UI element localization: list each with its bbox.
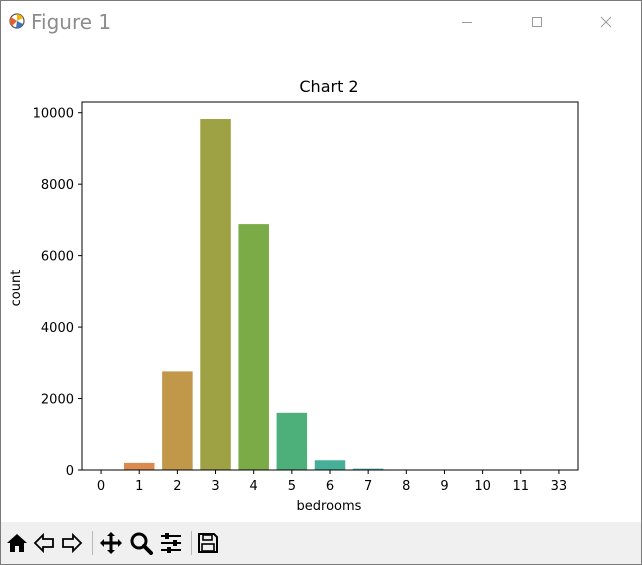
y-tick-label: 10000	[33, 107, 74, 122]
forward-icon	[62, 532, 83, 554]
home-button[interactable]	[4, 530, 30, 556]
y-tick-label: 6000	[41, 250, 74, 265]
toolbar-separator	[92, 531, 93, 555]
maximize-button[interactable]	[514, 5, 560, 39]
home-icon	[7, 534, 27, 552]
zoom-icon	[130, 532, 153, 555]
y-axis-label: count	[9, 270, 24, 307]
x-tick-label: 33	[551, 479, 568, 494]
bar-6	[314, 460, 346, 470]
x-tick-label: 2	[173, 479, 181, 494]
configure-subplots-button[interactable]	[158, 530, 184, 556]
close-button[interactable]	[583, 5, 629, 39]
navigation-toolbar	[1, 522, 641, 564]
bars	[85, 119, 575, 471]
back-button[interactable]	[31, 530, 57, 556]
bar-2	[162, 371, 193, 470]
y-tick-label: 4000	[41, 321, 74, 336]
x-tick-label: 8	[402, 479, 410, 494]
chart-title: Chart 2	[299, 77, 358, 96]
pan-button[interactable]	[98, 530, 124, 556]
maximize-icon	[532, 17, 542, 27]
toolbar-separator	[191, 531, 192, 555]
x-tick-label: 3	[211, 479, 219, 494]
window-title: Figure 1	[31, 10, 112, 34]
forward-button[interactable]	[59, 530, 85, 556]
bar-7	[352, 468, 384, 470]
bar-3	[200, 119, 231, 471]
y-tick-label: 2000	[41, 393, 74, 408]
x-tick-label: 11	[512, 479, 529, 494]
y-tick-label: 8000	[41, 178, 74, 193]
x-tick-label: 4	[250, 479, 258, 494]
y-tick-label: 0	[66, 464, 74, 479]
x-tick-label: 1	[135, 479, 143, 494]
minimize-button[interactable]	[444, 5, 490, 39]
x-axis-ticks: 0 1 2 3 4 5 6 7 8 9 10 11 33	[97, 470, 567, 494]
x-tick-label: 10	[474, 479, 491, 494]
x-tick-label: 9	[440, 479, 448, 494]
bar-chart: Chart 2 count bedrooms 0 1 2 3 4 5 6 7 8 9 10 11 33 …	[9, 77, 579, 514]
zoom-button[interactable]	[128, 530, 154, 556]
x-tick-label: 0	[97, 479, 105, 494]
x-tick-label: 7	[364, 479, 372, 494]
matplotlib-icon	[7, 11, 27, 31]
pan-icon	[100, 532, 122, 554]
title-bar[interactable]: Figure 1	[1, 1, 641, 43]
bar-4	[238, 224, 269, 470]
x-tick-label: 5	[288, 479, 296, 494]
configure-subplots-icon	[161, 533, 181, 553]
x-tick-label: 6	[326, 479, 334, 494]
close-icon	[600, 16, 612, 28]
back-icon	[33, 532, 54, 554]
save-button[interactable]	[195, 530, 221, 556]
y-axis-ticks: 0 2000 4000 6000 8000 10000	[33, 107, 82, 479]
figure-canvas[interactable]: Chart 2 count bedrooms 0 1 2 3 4 5 6 7 8 9 10 11 33 …	[1, 43, 641, 522]
x-axis-label: bedrooms	[297, 499, 362, 514]
bar-5	[276, 412, 308, 470]
minimize-icon	[462, 22, 472, 23]
save-icon	[198, 533, 218, 553]
bar-1	[123, 462, 155, 470]
axes-frame	[81, 101, 579, 471]
